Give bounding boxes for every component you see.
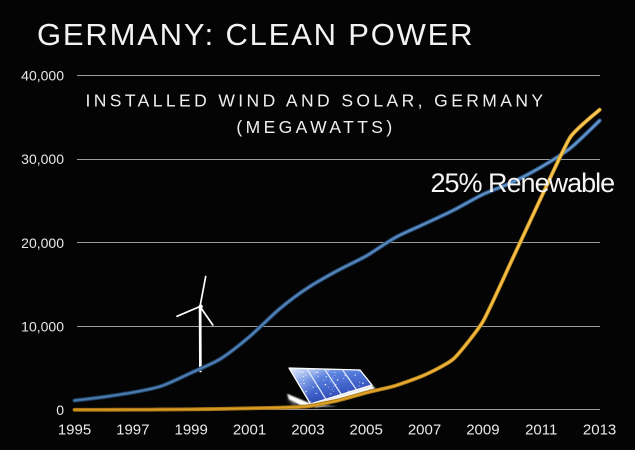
svg-text:2003: 2003 (291, 422, 324, 439)
svg-text:2001: 2001 (233, 422, 266, 439)
svg-text:25% Renewable: 25% Renewable (431, 168, 615, 198)
svg-text:10,000: 10,000 (21, 318, 64, 334)
svg-text:2013: 2013 (583, 422, 616, 439)
svg-text:2005: 2005 (350, 422, 383, 439)
svg-text:GERMANY: CLEAN POWER: GERMANY: CLEAN POWER (37, 17, 474, 52)
svg-text:1997: 1997 (116, 422, 149, 439)
svg-text:1999: 1999 (175, 422, 208, 439)
svg-text:30,000: 30,000 (21, 151, 64, 167)
svg-text:0: 0 (56, 402, 64, 418)
svg-text:INSTALLED WIND AND SOLAR, GERM: INSTALLED WIND AND SOLAR, GERMANY (86, 90, 547, 110)
svg-text:40,000: 40,000 (21, 68, 64, 84)
svg-text:2007: 2007 (408, 422, 441, 439)
svg-text:(MEGAWATTS): (MEGAWATTS) (236, 117, 395, 137)
svg-text:1995: 1995 (58, 422, 91, 439)
svg-text:20,000: 20,000 (21, 235, 64, 251)
svg-text:2009: 2009 (466, 422, 499, 439)
svg-text:2011: 2011 (525, 422, 557, 439)
